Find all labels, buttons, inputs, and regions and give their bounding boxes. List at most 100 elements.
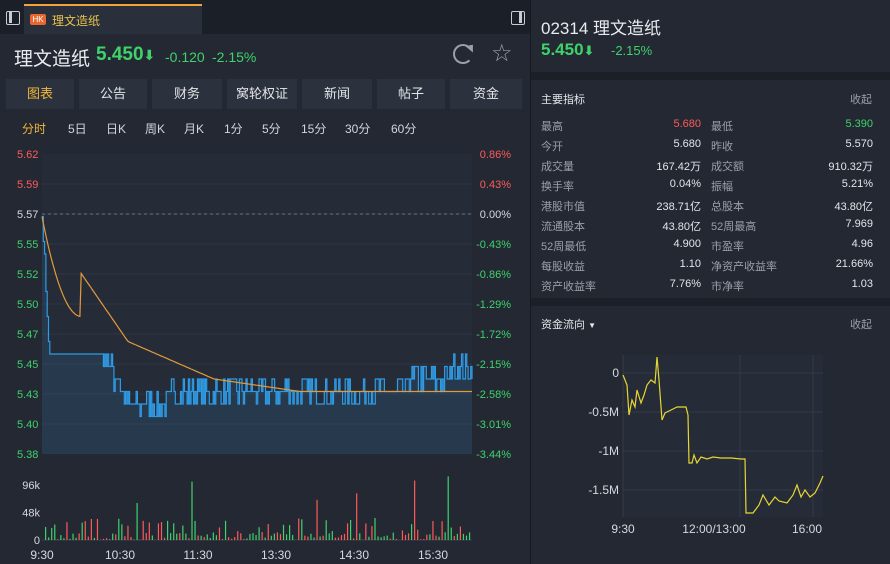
volume-bar [417, 529, 419, 540]
nav-tab-4[interactable]: 新闻 [302, 79, 372, 109]
volume-bar [325, 520, 327, 540]
metric-label: 昨收 [711, 141, 733, 153]
volume-bar [343, 533, 346, 540]
volume-bar [322, 535, 324, 540]
volume-bar [252, 533, 254, 540]
sidebar-toggle-icon[interactable] [6, 11, 20, 25]
price-change: -0.120 [165, 49, 205, 65]
time-tick-label: 9:30 [30, 548, 54, 562]
volume-bar [255, 535, 257, 540]
period-tab-7[interactable]: 15分 [301, 122, 327, 136]
volume-bar [337, 537, 339, 540]
period-tab-1[interactable]: 5日 [68, 122, 87, 136]
hk-market-badge: HK [30, 14, 46, 25]
pct-tick-label: -1.29% [476, 299, 511, 311]
period-tab-8[interactable]: 30分 [345, 122, 371, 136]
caret-down-icon: ▼ [588, 321, 596, 330]
volume-bar [170, 533, 172, 540]
volume-bar [78, 533, 80, 540]
volume-bar [57, 539, 59, 540]
volume-bar [237, 531, 239, 540]
volume-bar [261, 532, 263, 540]
volume-bar [51, 527, 53, 540]
volume-bar [185, 533, 187, 540]
volume-bar [109, 539, 111, 540]
metric-label: 总股本 [711, 201, 744, 213]
volume-bar [264, 537, 266, 540]
nav-tab-2[interactable]: 财务 [152, 79, 222, 109]
right-panel-toggle-icon[interactable] [511, 11, 525, 25]
volume-bar [273, 533, 275, 540]
volume-bar [136, 502, 138, 540]
volume-bar [319, 536, 321, 540]
volume-bar [197, 535, 199, 540]
period-tab-0[interactable]: 分时 [22, 122, 47, 136]
metric-value: 7.969 [845, 218, 873, 230]
pct-tick-label: -3.01% [476, 419, 511, 431]
right-down-arrow-icon: ⬇ [583, 43, 595, 58]
volume-tick-label: 0 [34, 535, 40, 547]
volume-bar [115, 534, 117, 540]
period-tab-9[interactable]: 60分 [391, 122, 417, 136]
volume-bar [231, 538, 233, 540]
stock-tab[interactable]: HK 理文造纸 [24, 4, 202, 34]
period-tab-6[interactable]: 5分 [262, 122, 281, 136]
right-price: 5.450⬇ [541, 40, 595, 59]
metrics-collapse-button[interactable]: 收起 [850, 94, 872, 106]
pct-tick-label: 0.43% [480, 179, 511, 191]
volume-bar [209, 537, 211, 540]
metric-value: 1.10 [679, 258, 701, 270]
nav-tab-5[interactable]: 帖子 [377, 79, 445, 109]
volume-bar [66, 522, 68, 540]
volume-bar [163, 537, 166, 540]
volume-bar [328, 533, 330, 540]
volume-bar [191, 481, 193, 540]
divider [531, 72, 890, 80]
fund-flow-title[interactable]: 资金流向 ▼ [541, 319, 596, 331]
metric-label: 净资产收益率 [711, 261, 777, 273]
metric-label: 市盈率 [711, 241, 744, 253]
volume-bar [69, 538, 71, 540]
fund-flow-line [622, 356, 824, 514]
flow-plot-area [623, 355, 823, 517]
metric-value: 0.04% [669, 178, 701, 190]
volume-bar [450, 527, 452, 540]
period-tab-3[interactable]: 周K [145, 122, 166, 136]
volume-bar [215, 535, 217, 540]
volume-bar [435, 535, 437, 540]
volume-bar [359, 533, 361, 540]
fund-flow-collapse-button[interactable]: 收起 [850, 319, 872, 331]
metric-label: 52周最低 [541, 241, 587, 253]
volume-bar [304, 535, 306, 540]
nav-tab-1[interactable]: 公告 [79, 79, 147, 109]
metric-label: 最高 [541, 121, 563, 133]
volume-bar [81, 522, 83, 540]
nav-tab-0[interactable]: 图表 [6, 79, 74, 109]
volume-bar [121, 524, 123, 540]
star-icon[interactable]: ☆ [491, 40, 513, 67]
volume-bar [176, 533, 178, 540]
volume-bar [249, 533, 251, 540]
volume-bar [240, 533, 242, 540]
volume-bar [420, 539, 422, 540]
period-tab-4[interactable]: 月K [184, 122, 205, 136]
volume-bar [203, 536, 205, 540]
time-tick-label: 11:30 [183, 548, 212, 562]
volume-bar [206, 534, 208, 540]
metric-label: 振幅 [711, 181, 733, 193]
metric-value: 5.680 [673, 118, 701, 130]
metrics-title: 主要指标 [541, 94, 585, 106]
period-tab-5[interactable]: 1分 [224, 122, 243, 136]
pct-tick-label: -2.15% [476, 359, 511, 371]
nav-tab-6[interactable]: 资金 [450, 79, 522, 109]
volume-bar [411, 524, 413, 540]
time-tick-label: 15:30 [418, 548, 448, 562]
nav-tab-3[interactable]: 窝轮权证 [227, 79, 297, 109]
price-tick-label: 5.52 [17, 269, 38, 281]
metric-label: 市净率 [711, 281, 744, 293]
refresh-icon[interactable] [453, 44, 473, 64]
price-tick-label: 5.59 [17, 179, 38, 191]
period-tab-2[interactable]: 日K [106, 122, 127, 136]
volume-bar [151, 535, 153, 540]
volume-bar [456, 533, 458, 540]
